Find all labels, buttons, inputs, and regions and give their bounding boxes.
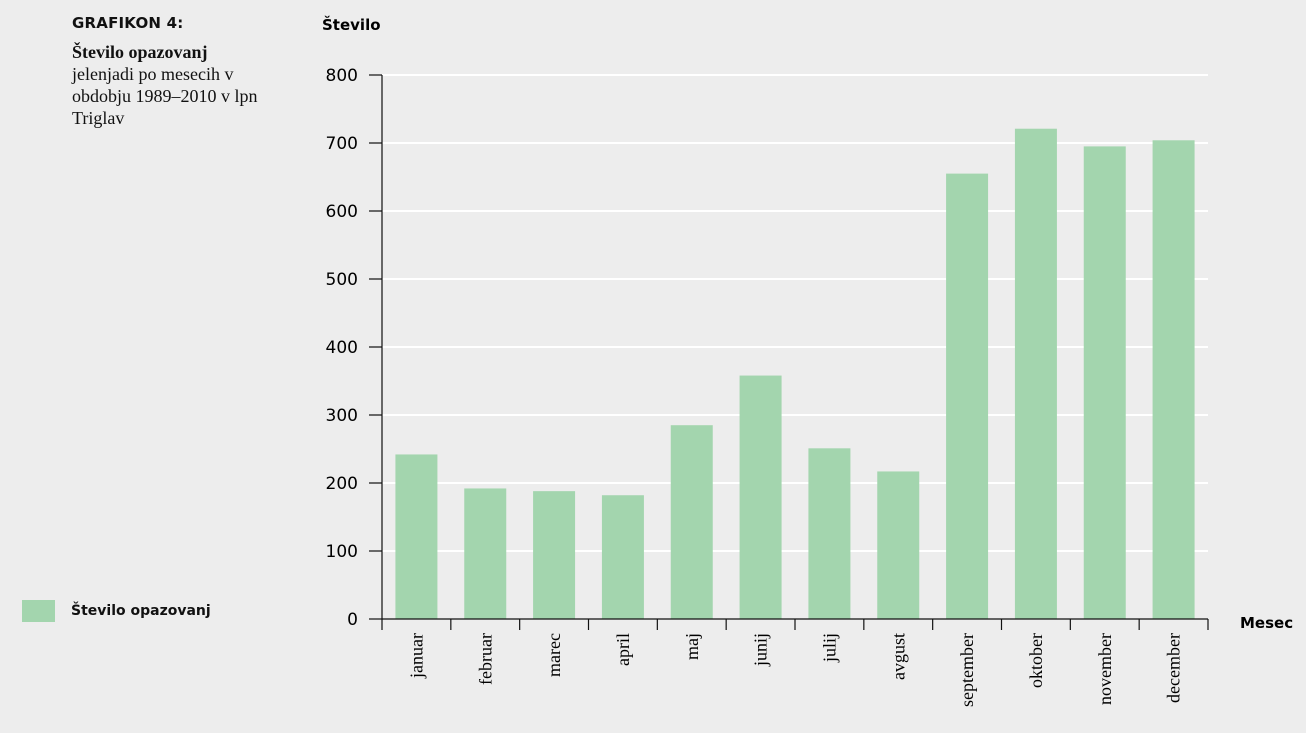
bar-julij bbox=[808, 448, 851, 619]
x-tick-label: oktober bbox=[1026, 633, 1046, 688]
x-tick-label: december bbox=[1164, 633, 1184, 703]
y-tick-label: 100 bbox=[326, 542, 358, 562]
legend: Število opazovanj bbox=[22, 600, 211, 622]
bar-januar bbox=[395, 454, 438, 619]
y-tick-label: 300 bbox=[326, 406, 358, 426]
bar-december bbox=[1152, 140, 1195, 619]
x-tick-label: junij bbox=[751, 633, 771, 667]
x-tick-label: september bbox=[957, 633, 977, 707]
y-tick-label: 400 bbox=[326, 338, 358, 358]
caption-description: jelenjadi po mesecih v obdobju 1989–2010… bbox=[72, 64, 258, 128]
x-tick-label: februar bbox=[475, 633, 495, 685]
legend-label: Število opazovanj bbox=[71, 603, 211, 619]
x-tick-label: november bbox=[1095, 633, 1115, 705]
x-tick-label: maj bbox=[682, 633, 702, 660]
x-tick-label: januar bbox=[406, 633, 426, 679]
x-tick-label: april bbox=[613, 633, 633, 666]
x-tick-label: marec bbox=[544, 633, 564, 677]
y-tick-label: 500 bbox=[326, 270, 358, 290]
bar-avgust bbox=[877, 471, 920, 619]
y-tick-label: 700 bbox=[326, 134, 358, 154]
bar-februar bbox=[464, 488, 507, 619]
legend-swatch bbox=[22, 600, 55, 622]
bar-oktober bbox=[1014, 128, 1057, 619]
y-tick-label: 800 bbox=[326, 66, 358, 86]
x-axis-title: Mesec bbox=[1240, 614, 1293, 632]
bar-maj bbox=[670, 425, 713, 619]
caption-title: Število opazovanj bbox=[72, 42, 208, 62]
bar-november bbox=[1083, 146, 1126, 619]
y-axis-title: Število bbox=[322, 15, 381, 34]
y-tick-label: 0 bbox=[347, 610, 358, 630]
chart-caption: GRAFIKON 4: Število opazovanj jelenjadi … bbox=[72, 14, 262, 129]
y-tick-label: 200 bbox=[326, 474, 358, 494]
bar-junij bbox=[739, 375, 782, 619]
bar-april bbox=[601, 495, 644, 619]
caption-label: GRAFIKON 4: bbox=[72, 14, 184, 32]
bar-september bbox=[946, 173, 989, 619]
bar-marec bbox=[533, 491, 576, 619]
y-tick-label: 600 bbox=[326, 202, 358, 222]
x-tick-label: avgust bbox=[888, 633, 908, 680]
x-tick-label: julij bbox=[819, 633, 839, 663]
